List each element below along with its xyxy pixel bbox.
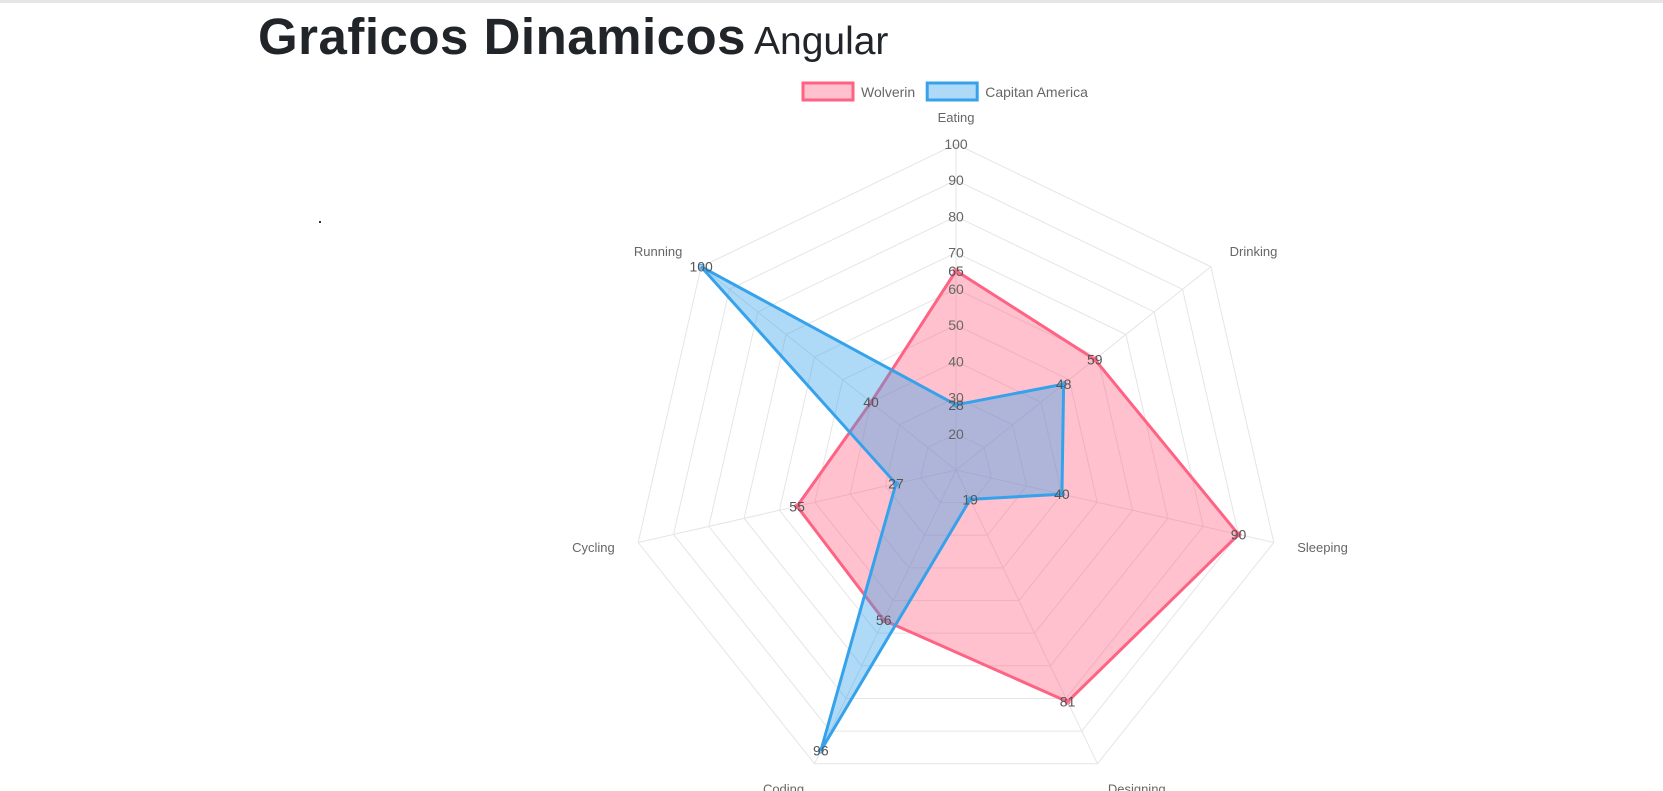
- tick-label: 90: [948, 172, 964, 188]
- data-point: [794, 503, 801, 510]
- data-value-label: 65: [948, 263, 964, 279]
- radar-series: [698, 263, 1242, 754]
- axis-label-running: Running: [634, 244, 682, 259]
- grid-spoke: [955, 469, 1098, 764]
- legend-swatch-1[interactable]: [801, 81, 855, 102]
- axis-label-drinking: Drinking: [1230, 244, 1278, 259]
- radar-ticks: 20 30 40 50 60 70 80 90 100: [944, 136, 968, 442]
- grid-spoke: [955, 469, 1274, 544]
- data-point: [1060, 381, 1067, 388]
- page-title: Graficos Dinamicos Angular: [258, 6, 888, 67]
- grid-ring: [884, 397, 1028, 536]
- stray-dot: [319, 221, 321, 223]
- tick-label: 60: [948, 281, 964, 297]
- data-value-label: 27: [888, 476, 904, 492]
- data-value-label: 81: [1060, 694, 1076, 710]
- data-point: [698, 263, 705, 270]
- grid-spoke: [955, 266, 1212, 471]
- tick-label: 20: [948, 426, 964, 442]
- data-value-label: 59: [1087, 351, 1103, 367]
- grid-ring: [672, 179, 1240, 732]
- grid-ring: [814, 324, 1098, 602]
- data-value-label: 28: [948, 397, 964, 413]
- data-point: [868, 399, 875, 406]
- axis-label-cycling: Cycling: [572, 540, 615, 555]
- tick-label: 80: [948, 208, 964, 224]
- data-value-label: 55: [789, 498, 805, 514]
- data-point: [892, 480, 899, 487]
- grid-ring: [778, 288, 1134, 634]
- tick-label: 70: [948, 245, 964, 261]
- data-value-label: 19: [962, 491, 978, 507]
- data-point: [1064, 698, 1071, 705]
- radar-value-labels: 65 59 90 81 56 55 40 28 48 40 19 96 27 100: [689, 259, 1246, 759]
- data-point: [817, 747, 824, 754]
- tick-label: 50: [948, 317, 964, 333]
- chart-legend: Wolverin Capitan America: [801, 81, 1088, 102]
- axis-label-eating: Eating: [938, 110, 975, 125]
- data-point: [1058, 491, 1065, 498]
- data-value-label: 100: [689, 259, 713, 275]
- data-value-label: 48: [1056, 376, 1072, 392]
- top-border: [0, 0, 1663, 3]
- data-value-label: 56: [876, 612, 892, 628]
- tick-label: 30: [948, 390, 964, 406]
- data-point: [953, 267, 959, 274]
- page-title-main: Graficos Dinamicos: [258, 8, 746, 65]
- legend-swatch-2[interactable]: [925, 81, 979, 102]
- grid-spoke: [814, 469, 957, 764]
- data-value-label: 40: [1054, 486, 1070, 502]
- data-point: [1091, 356, 1098, 363]
- grid-ring: [708, 215, 1204, 699]
- tick-label: 100: [944, 136, 968, 152]
- axis-label-designing: Designing: [1108, 781, 1166, 791]
- data-point: [967, 496, 974, 503]
- grid-ring: [920, 433, 992, 504]
- data-point: [953, 401, 959, 408]
- axis-label-sleeping: Sleeping: [1297, 540, 1348, 555]
- axis-label-coding: Coding: [763, 781, 804, 791]
- data-value-label: 40: [863, 394, 879, 410]
- legend-label-1[interactable]: Wolverin: [861, 84, 915, 100]
- grid-ring: [743, 252, 1169, 667]
- page-title-sub: Angular: [754, 20, 889, 63]
- grid-spoke: [700, 266, 957, 471]
- grid-ring: [849, 360, 1063, 569]
- radar-axis-labels: Eating Drinking Sleeping Designing Coding Cyc…: [572, 110, 1348, 791]
- data-point: [880, 617, 887, 624]
- data-point: [1235, 531, 1242, 538]
- legend-label-2[interactable]: Capitan America: [985, 84, 1088, 100]
- series-area-2: [700, 265, 1066, 752]
- data-value-label: 96: [813, 743, 829, 759]
- tick-label: 40: [948, 353, 964, 369]
- grid-ring: [637, 143, 1275, 765]
- data-value-label: 90: [1231, 526, 1247, 542]
- radar-grid: [637, 143, 1275, 765]
